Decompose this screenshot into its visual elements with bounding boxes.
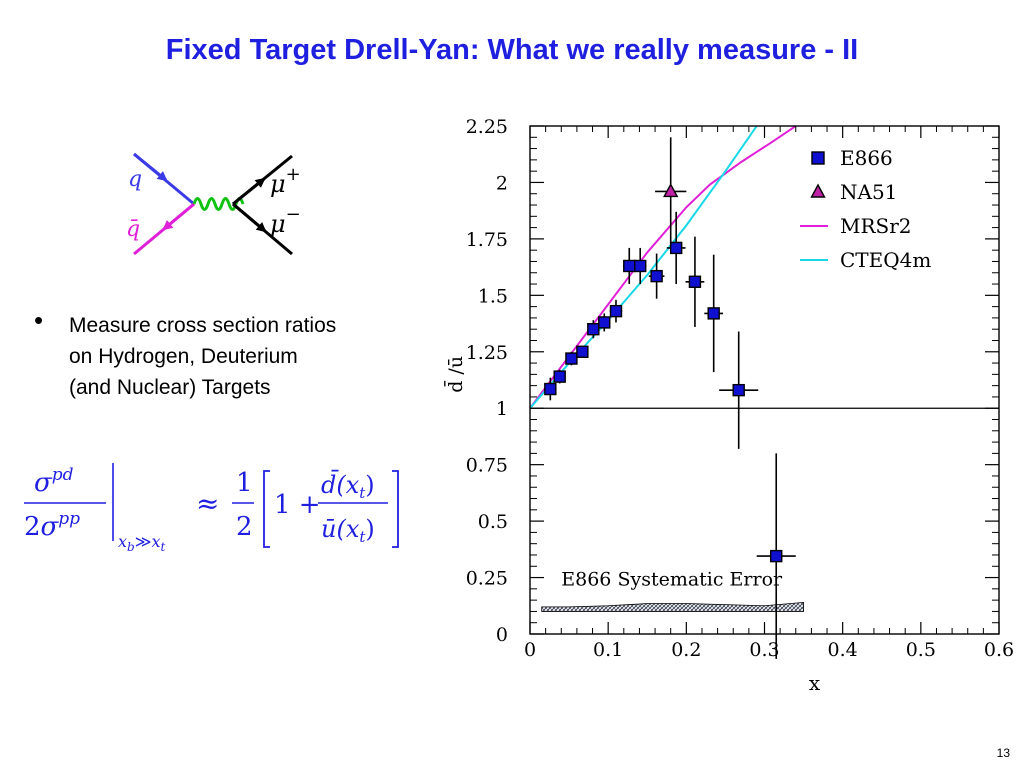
y-tick-label: 1.25 — [466, 342, 508, 364]
curve-mrsr2 — [529, 125, 797, 409]
data-point-e866 — [576, 345, 589, 358]
y-tick-label: 1.5 — [478, 285, 508, 307]
page-number: 13 — [996, 746, 1010, 760]
data-point-na51 — [663, 183, 679, 198]
y-tick-label: 1.75 — [466, 229, 508, 251]
q-label: q — [128, 167, 142, 192]
formula-half-num: 1 — [236, 468, 253, 498]
legend-label-na51: NA51 — [840, 180, 897, 204]
data-point-e866 — [623, 259, 636, 273]
legend-label-e866: E866 — [840, 146, 893, 170]
plot-frame — [529, 125, 1000, 635]
legend-swatch-e866 — [811, 151, 825, 165]
legend-swatch-na51 — [810, 183, 826, 198]
formula-approx: ≈ — [196, 487, 219, 520]
y-tick-label: 0.5 — [478, 511, 508, 533]
systematic-error-band — [541, 601, 804, 612]
bullet-line: Measure cross section ratios — [69, 314, 337, 337]
data-point-e866 — [587, 322, 600, 336]
formula-half-den: 2 — [236, 512, 253, 542]
y-tick-label: 0 — [496, 624, 508, 646]
data-point-e866 — [553, 370, 566, 383]
y-axis-label: d̄ /ū — [443, 356, 467, 393]
systematic-error-label: E866 Systematic Error — [561, 568, 783, 590]
y-tick-label: 0.75 — [466, 455, 508, 477]
data-point-e866 — [650, 269, 663, 283]
x-tick-label: 0.2 — [671, 639, 701, 661]
formula-lhs-numerator: σpd — [34, 465, 74, 498]
cross-section-formula: σpd 2σpp xb≫xt ≈ 1 2 1 + d̄(xt) ū(xt) — [20, 455, 400, 570]
formula-ratio-num: d̄(xt) — [321, 470, 375, 502]
formula-lhs-denominator: 2σpp — [24, 509, 80, 542]
y-tick-label: 0.25 — [466, 568, 508, 590]
x-tick-label: 0 — [524, 639, 536, 661]
muon-plus-arrow — [232, 177, 266, 206]
x-tick-label: 0.6 — [984, 639, 1014, 661]
data-point-e866 — [669, 241, 683, 255]
data-point-e866 — [688, 275, 702, 288]
mu-plus-label: μ+ — [270, 164, 301, 198]
data-point-e866 — [634, 259, 647, 273]
bullet-marker: • — [34, 305, 44, 335]
data-point-e866 — [770, 549, 783, 563]
x-tick-label: 0.3 — [749, 639, 779, 661]
qbar-label: q̄ — [126, 217, 140, 242]
data-point-e866 — [732, 383, 745, 397]
bullet-line: (and Nuclear) Targets — [69, 376, 271, 399]
bullet-line: on Hydrogen, Deuterium — [69, 345, 298, 368]
x-tick-label: 0.4 — [828, 639, 858, 661]
formula-ratio-den: ū(xt) — [321, 515, 375, 546]
y-tick-label: 2.25 — [466, 116, 508, 138]
data-point-e866 — [565, 352, 578, 365]
mu-minus-label: μ− — [270, 204, 301, 238]
slide-title: Fixed Target Drell-Yan: What we really m… — [165, 34, 859, 66]
legend-label-cteq4m: CTEQ4m — [840, 248, 931, 272]
quark-arrow — [133, 152, 168, 182]
data-point-e866 — [707, 307, 720, 320]
data-point-e866 — [598, 316, 611, 329]
x-tick-label: 0.1 — [593, 639, 623, 661]
feynman-diagram: q q̄ μ+ μ− — [118, 140, 338, 285]
muon-minus-arrow — [232, 202, 267, 233]
data-point-e866 — [544, 382, 557, 396]
ratio-plot: E866 Systematic Error 0 0.1 0.2 0.3 0.4 0.5 0.6… — [420, 110, 1020, 705]
legend-label-mrsr2: MRSr2 — [840, 214, 912, 238]
antiquark-arrow — [162, 202, 195, 231]
x-tick-label: 0.5 — [906, 639, 936, 661]
y-tick-label: 2 — [496, 172, 508, 194]
formula-one-plus: 1 + — [274, 490, 321, 520]
data-point-e866 — [609, 304, 623, 318]
x-axis-label: x — [809, 671, 821, 695]
y-tick-label: 1 — [496, 398, 508, 420]
formula-subscript: xb≫xt — [118, 532, 166, 554]
bullet-text: Measure cross section ratios on Hydrogen… — [69, 310, 336, 403]
